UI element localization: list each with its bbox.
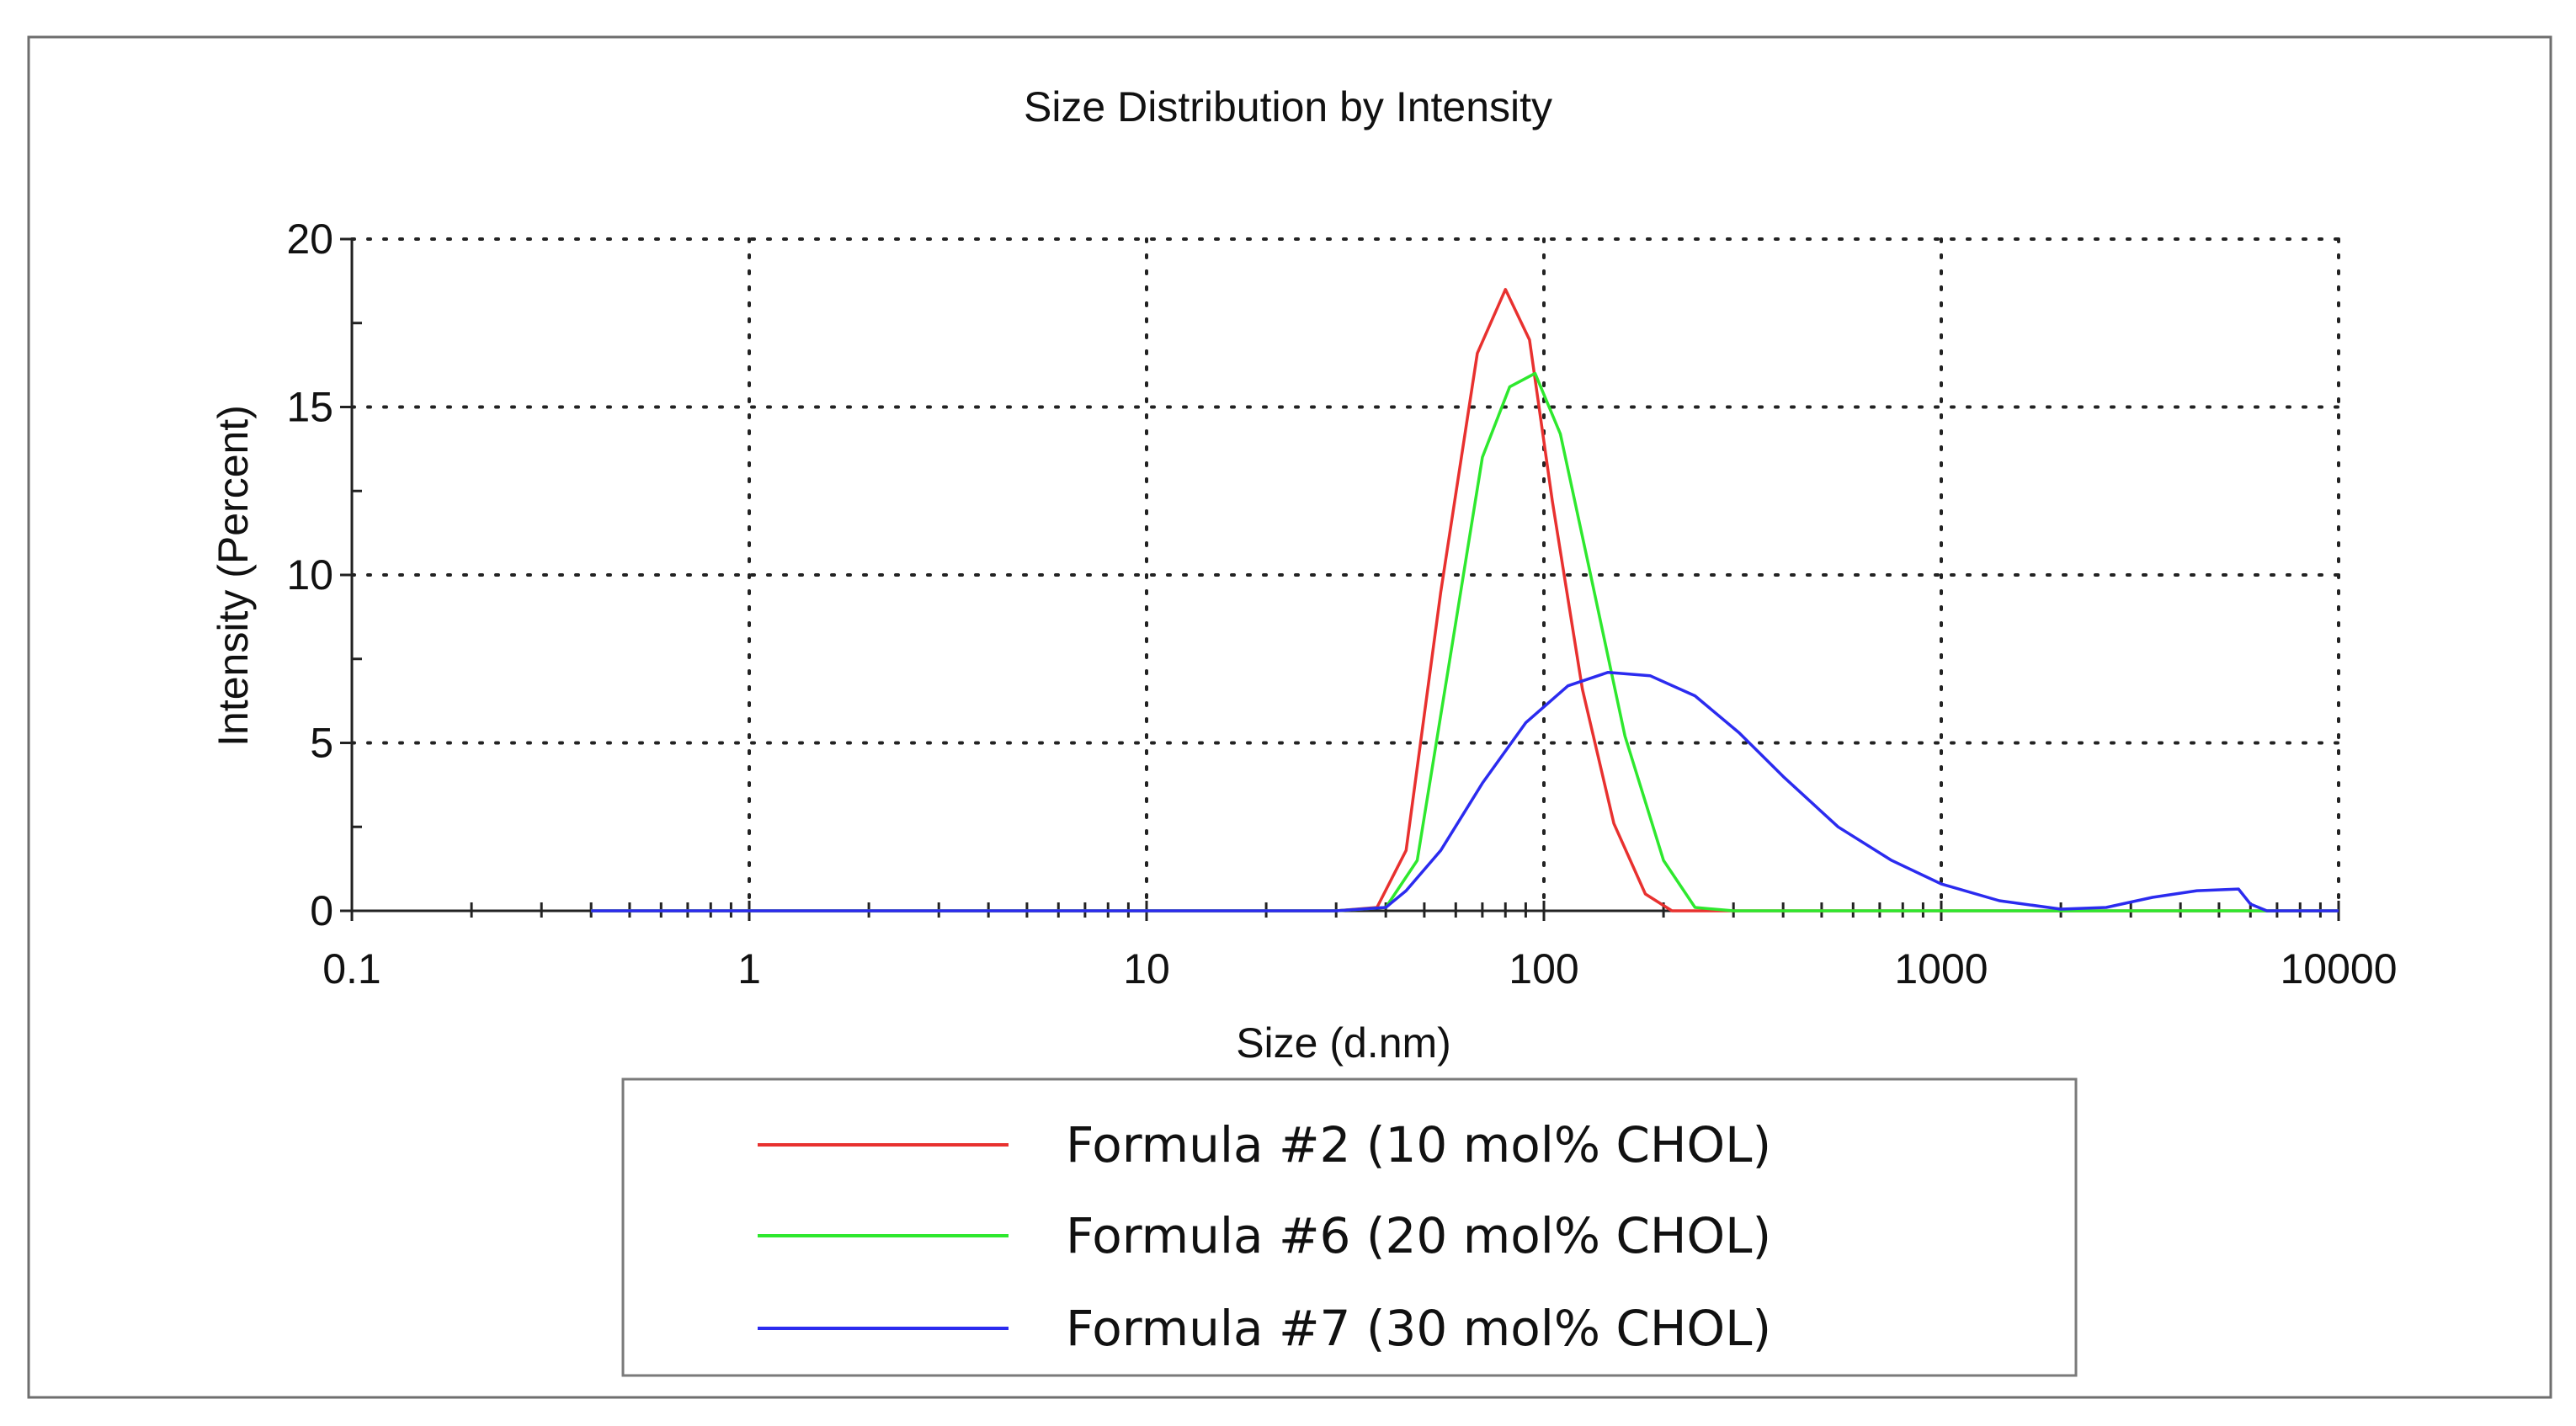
series-lines — [591, 288, 2339, 913]
legend-box — [621, 1077, 2078, 1377]
legend-label-formula-6: Formula #6 (20 mol% CHOL) — [1066, 1207, 1771, 1264]
y-tick-label: 5 — [310, 720, 333, 767]
y-tick-label: 0 — [310, 887, 333, 934]
x-tick-label: 10000 — [2280, 945, 2397, 992]
legend-label-formula-7: Formula #7 (30 mol% CHOL) — [1066, 1300, 1771, 1357]
x-tick-label: 100 — [1509, 945, 1578, 992]
x-tick-labels: 0.1 1 10 100 1000 10000 — [322, 945, 2397, 992]
x-tick-label: 1 — [737, 945, 761, 992]
chart-title: Size Distribution by Intensity — [1024, 83, 1552, 130]
y-tick-label: 10 — [286, 551, 333, 599]
y-tick-label: 20 — [286, 215, 333, 263]
x-axis-label: Size (d.nm) — [1236, 1019, 1451, 1067]
legend: Formula #2 (10 mol% CHOL) Formula #6 (20… — [621, 1077, 2078, 1377]
y-axis-label: Intensity (Percent) — [210, 405, 257, 747]
x-tick-label: 0.1 — [322, 945, 381, 992]
x-tick-label: 1000 — [1894, 945, 1988, 992]
x-tick-label: 10 — [1123, 945, 1170, 992]
grid — [350, 237, 2340, 913]
series-line-3 — [591, 670, 2339, 913]
y-tick-labels: 0 5 10 15 20 — [286, 215, 333, 934]
legend-label-formula-2: Formula #2 (10 mol% CHOL) — [1066, 1116, 1771, 1173]
y-tick-label: 15 — [286, 384, 333, 431]
